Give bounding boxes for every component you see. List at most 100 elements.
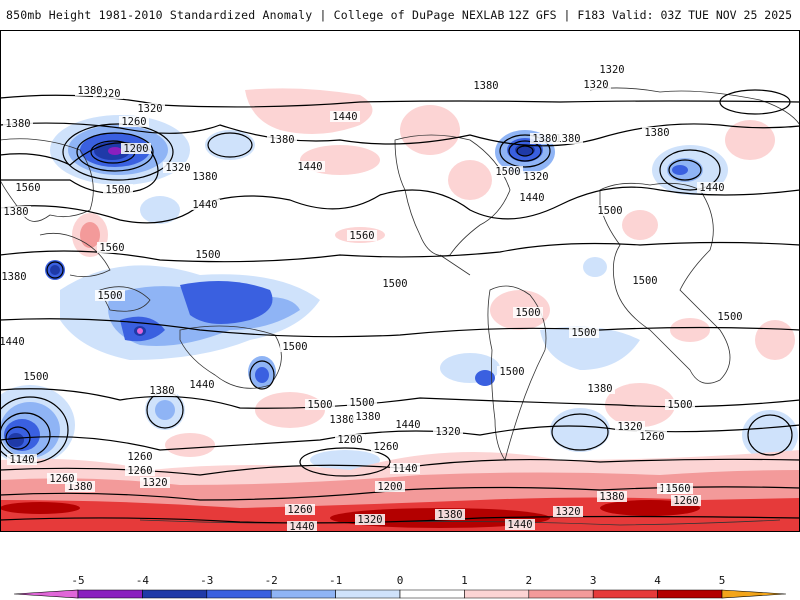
contour-label: 1320 — [599, 64, 624, 76]
contour-label: 1500 — [195, 249, 220, 261]
contour-label-bg — [21, 371, 51, 382]
contour-label-bg — [47, 473, 77, 484]
contour-label-bg — [295, 161, 325, 172]
contour-label: 1500 — [97, 290, 122, 302]
contour-label-bg — [147, 385, 177, 396]
contour-label: 1200 — [377, 481, 402, 493]
contour-label-bg — [140, 477, 170, 488]
legend-tick-label: -1 — [329, 574, 342, 587]
legend-tick-label: -5 — [71, 574, 84, 587]
contour-label-bg — [393, 419, 423, 430]
legend-tick-label: -3 — [200, 574, 213, 587]
contour-label-bg — [581, 79, 611, 90]
contour-label: 1380 — [329, 414, 354, 426]
contour-label: 1500 — [717, 311, 742, 323]
contour-label-bg — [597, 491, 627, 502]
contour-label-bg — [513, 307, 543, 318]
contour-label: 1440 — [395, 419, 420, 431]
legend-color-segment — [592, 589, 658, 599]
contour-label-bg — [435, 509, 465, 520]
contour-label-bg — [553, 506, 583, 517]
contour-label-bg — [280, 341, 310, 352]
contour-label: 1500 — [105, 184, 130, 196]
contour-label: 1320 — [137, 103, 162, 115]
contour-label: 1560 — [349, 230, 374, 242]
contour-label-bg — [0, 336, 27, 347]
contour-label-bg — [93, 88, 123, 99]
contour-label-bg — [1, 206, 31, 217]
legend-tick-label: 5 — [719, 574, 726, 587]
contour-label-bg — [135, 103, 165, 114]
contour-label-bg — [13, 182, 43, 193]
contour-label-bg — [187, 379, 217, 390]
contour-label-bg — [305, 399, 335, 410]
contour-label-bg — [3, 118, 33, 129]
contour-label: 1380 — [77, 85, 102, 97]
legend-tick-label: 1 — [461, 574, 468, 587]
contour-label-bg — [390, 463, 420, 474]
contour-label: 1260 — [373, 441, 398, 453]
anomaly-color-legend: -5 -4 -3 -2 -1 0 1 2 3 4 5 — [0, 568, 800, 600]
contour-label: 1320 — [523, 171, 548, 183]
contour-label-bg — [637, 431, 667, 442]
contour-label-bg — [163, 162, 193, 173]
contour-label: 1500 — [571, 327, 596, 339]
contour-label-bg — [121, 143, 151, 154]
contour-label-bg — [347, 397, 377, 408]
contour-label-bg — [630, 275, 660, 286]
legend-color-segment — [528, 589, 594, 599]
contour-label: 1560 — [665, 483, 690, 495]
legend-tick-label: -2 — [265, 574, 278, 587]
contour-label: 1380 — [437, 509, 462, 521]
legend-tick-label: 3 — [590, 574, 597, 587]
contour-label: 1500 — [23, 371, 48, 383]
legend-color-segment — [464, 589, 530, 599]
run-info: 12Z GFS | F183 Valid: 03Z TUE NOV 25 202… — [508, 8, 792, 22]
contour-label: 1380 — [555, 133, 580, 145]
contour-label-bg — [471, 80, 501, 91]
contour-label-bg — [75, 85, 105, 96]
legend-color-segment — [270, 589, 336, 599]
contour-label-bg — [97, 242, 127, 253]
contour-label: 1260 — [49, 473, 74, 485]
contour-label: 1440 — [699, 182, 724, 194]
legend-color-segment — [13, 589, 79, 599]
contour-label-bg — [569, 327, 599, 338]
contour-label: 1440 — [519, 192, 544, 204]
contour-label-bg — [125, 465, 155, 476]
contour-label-bg — [505, 519, 535, 530]
contour-label-bg — [119, 116, 149, 127]
contour-label: 1380 — [149, 385, 174, 397]
contour-label: 1260 — [121, 116, 146, 128]
contour-label: 1380 — [587, 383, 612, 395]
contour-label-bg — [7, 454, 37, 465]
contour-label-bg — [190, 171, 220, 182]
contour-label-bg — [642, 127, 672, 138]
contour-label-bg — [0, 271, 29, 282]
contour-label-bg — [521, 171, 551, 182]
contour-label-bg — [663, 483, 693, 494]
contour-label: 1500 — [382, 278, 407, 290]
contour-label: 1440 — [332, 111, 357, 123]
contour-label: 1320 — [583, 79, 608, 91]
contour-label: 1500 — [632, 275, 657, 287]
contour-label-bg — [371, 441, 401, 452]
contour-label-bg — [267, 134, 297, 145]
contour-label-bg — [330, 111, 360, 122]
contour-label: 1140 — [392, 463, 417, 475]
anomaly-map: 1320 1320 1320 1380 1380 1260 1200 1440 1380 1320… — [0, 30, 800, 532]
contour-label: 1380 — [473, 80, 498, 92]
contour-label-bg — [355, 514, 385, 525]
contour-label-bg — [335, 434, 365, 445]
contour-label: 1380 — [192, 171, 217, 183]
contour-label-bg — [103, 184, 133, 195]
contour-label: 1500 — [667, 399, 692, 411]
contour-label: 1320 — [165, 162, 190, 174]
contour-label-bg — [375, 481, 405, 492]
contour-label: 1500 — [349, 397, 374, 409]
contour-label: 1380 — [599, 491, 624, 503]
contour-label-bg — [497, 366, 527, 377]
contour-label-bg — [287, 521, 317, 532]
contour-label-bg — [553, 133, 583, 144]
